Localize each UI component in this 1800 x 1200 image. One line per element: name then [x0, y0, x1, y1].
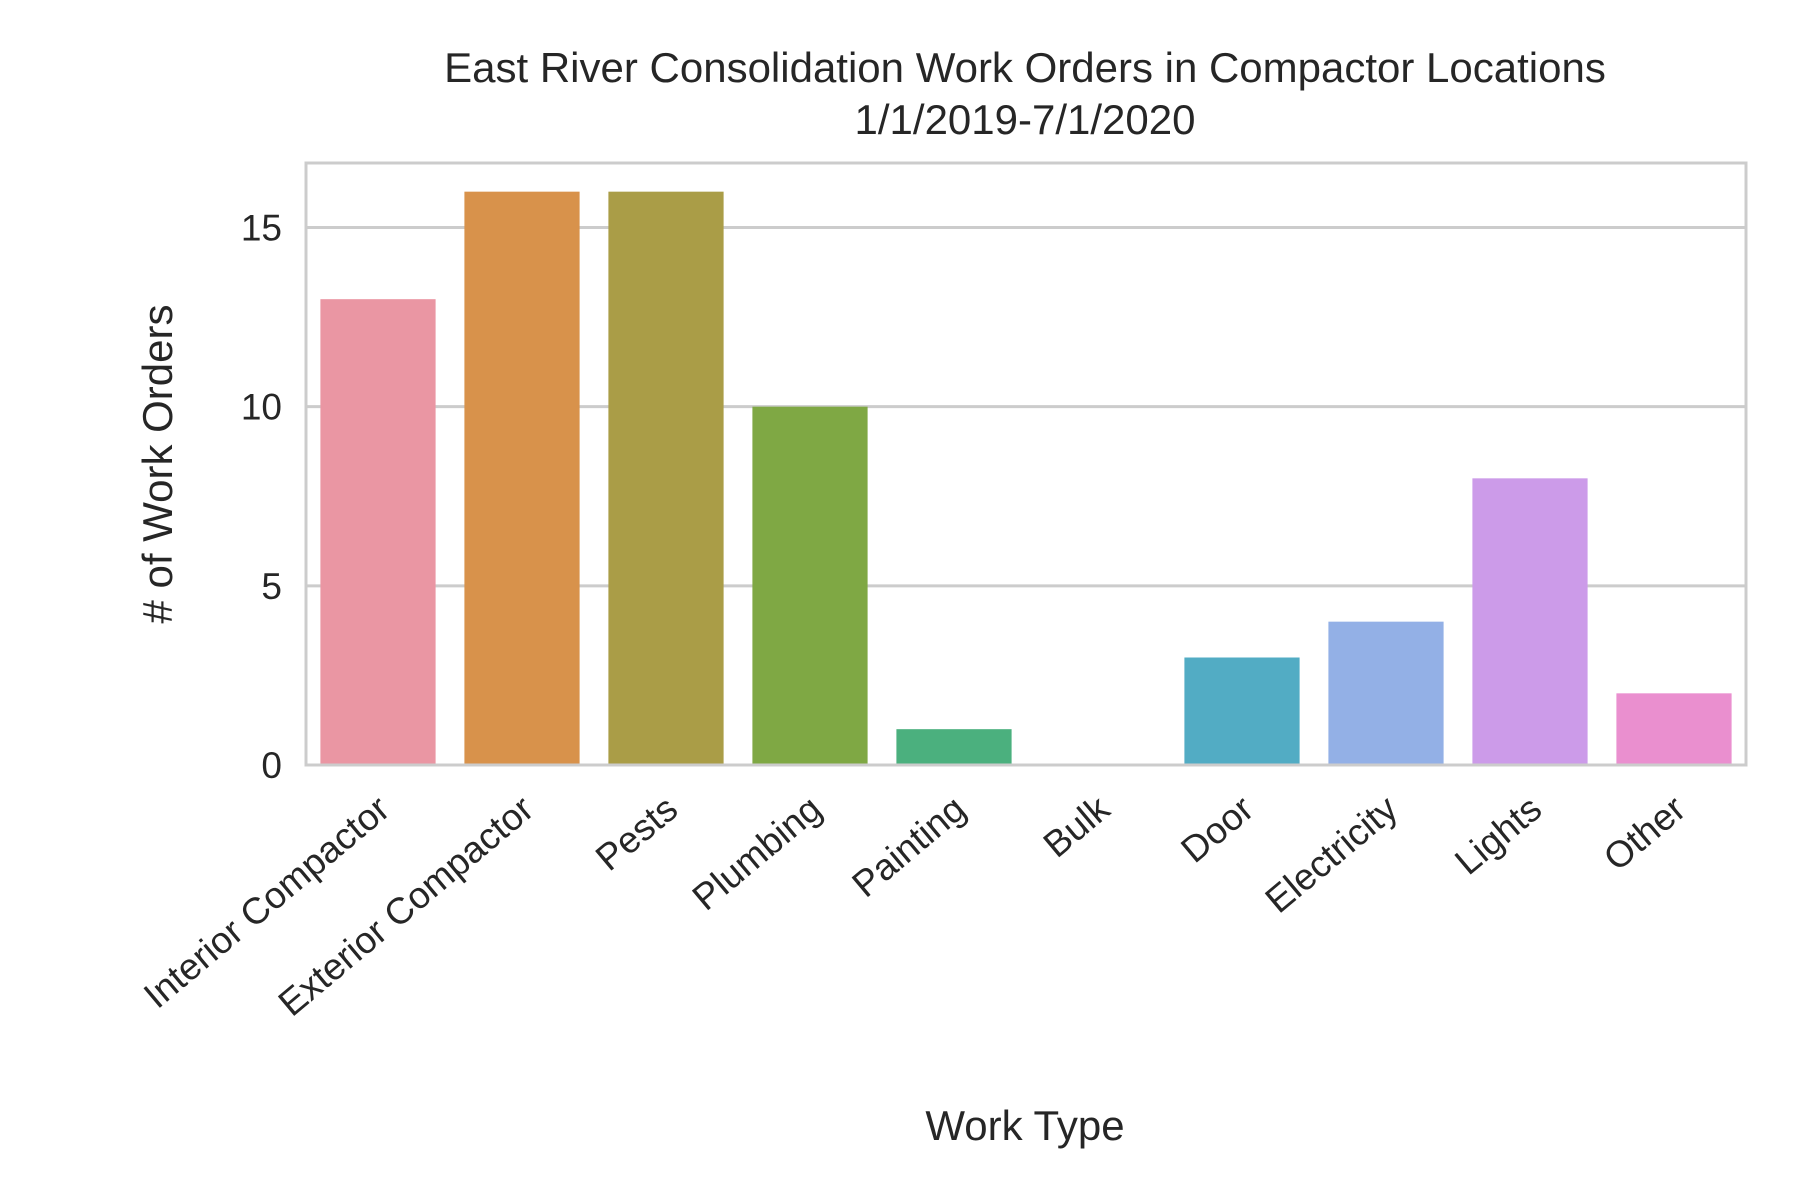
- chart-subtitle: 1/1/2019-7/1/2020: [855, 96, 1196, 143]
- plot-frame: [304, 161, 1748, 767]
- y-tick-label: 10: [241, 387, 282, 428]
- bar: [1328, 621, 1444, 765]
- y-axis-label: # of Work Orders: [134, 305, 181, 624]
- bar: [1184, 657, 1300, 765]
- x-axis-label: Work Type: [925, 1102, 1124, 1149]
- bars: [320, 191, 1732, 765]
- bar: [896, 729, 1012, 765]
- chart-title: East River Consolidation Work Orders in …: [444, 44, 1606, 91]
- y-tick-label: 0: [261, 745, 282, 786]
- y-tick-label: 5: [261, 566, 282, 607]
- bar: [752, 406, 868, 765]
- y-tick-label: 15: [241, 208, 282, 249]
- y-ticks: 0 5 10 15: [241, 208, 282, 787]
- bar: [320, 299, 436, 765]
- bar: [464, 191, 580, 765]
- bar: [608, 191, 724, 765]
- bar: [1472, 478, 1588, 765]
- bar: [1616, 693, 1732, 765]
